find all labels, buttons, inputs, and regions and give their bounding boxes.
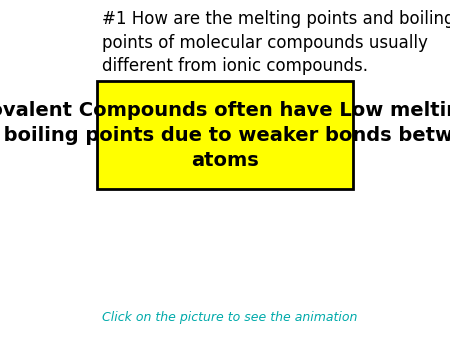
FancyBboxPatch shape — [97, 81, 353, 189]
Text: #1 How are the melting points and boiling
points of molecular compounds usually
: #1 How are the melting points and boilin… — [102, 10, 450, 75]
Text: Covalent Compounds often have Low melting
and boiling points due to weaker bonds: Covalent Compounds often have Low meltin… — [0, 101, 450, 170]
Text: Click on the picture to see the animation: Click on the picture to see the animatio… — [102, 312, 358, 324]
